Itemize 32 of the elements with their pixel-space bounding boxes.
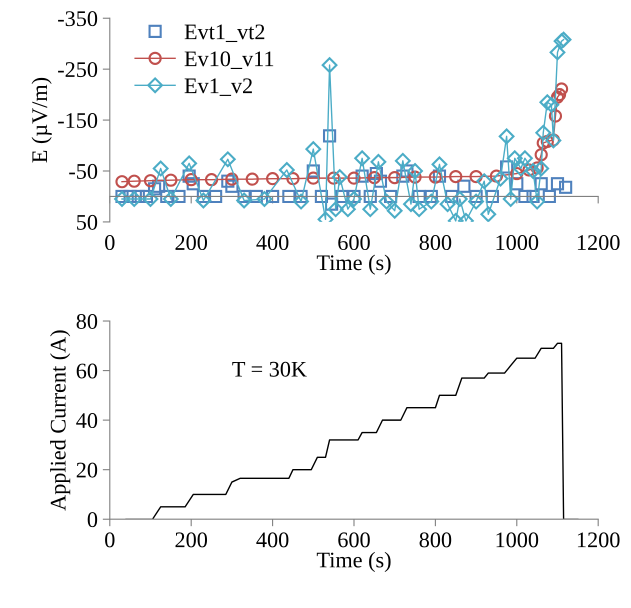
y-tick-label: 20 (76, 462, 98, 478)
legend-label: Ev10_v11 (184, 51, 274, 69)
y-tick-label: -50 (69, 164, 98, 179)
x-axis-title: Time (s) (316, 254, 391, 275)
x-tick-label: 1000 (496, 235, 538, 250)
y-tick-label: 40 (76, 413, 98, 428)
x-tick-label: 600 (338, 235, 370, 250)
annotation: T = 30K (232, 362, 307, 377)
x-tick-label: 400 (256, 532, 288, 548)
y-axis-title: E (µV/m) (32, 78, 52, 163)
x-tick-label: 1000 (496, 532, 538, 548)
x-tick-label: 1200 (578, 235, 620, 250)
x-tick-label: 0 (105, 532, 114, 548)
y-tick-label: -150 (58, 113, 98, 128)
y-tick-label: 50 (77, 214, 98, 230)
x-tick-label: 600 (338, 532, 370, 548)
x-tick-label: 400 (256, 235, 288, 250)
y-axis-title: Applied Current (A) (50, 330, 70, 511)
x-tick-label: 1200 (578, 532, 620, 548)
y-tick-label: 80 (76, 314, 98, 329)
x-tick-label: 200 (176, 532, 208, 548)
y-tick-label: 0 (88, 512, 98, 528)
legend-label: Ev1_v2 (184, 78, 252, 96)
y-tick-label: 60 (76, 364, 98, 379)
legend-label: Evt1_vt2 (184, 24, 264, 42)
x-tick-label: 800 (420, 235, 452, 250)
x-tick-label: 200 (176, 235, 208, 250)
x-tick-label: 0 (105, 235, 114, 250)
x-tick-label: 800 (420, 532, 452, 548)
y-tick-label: -350 (58, 11, 98, 26)
x-axis-title: Time (s) (316, 552, 391, 572)
y-tick-label: -250 (58, 62, 98, 78)
